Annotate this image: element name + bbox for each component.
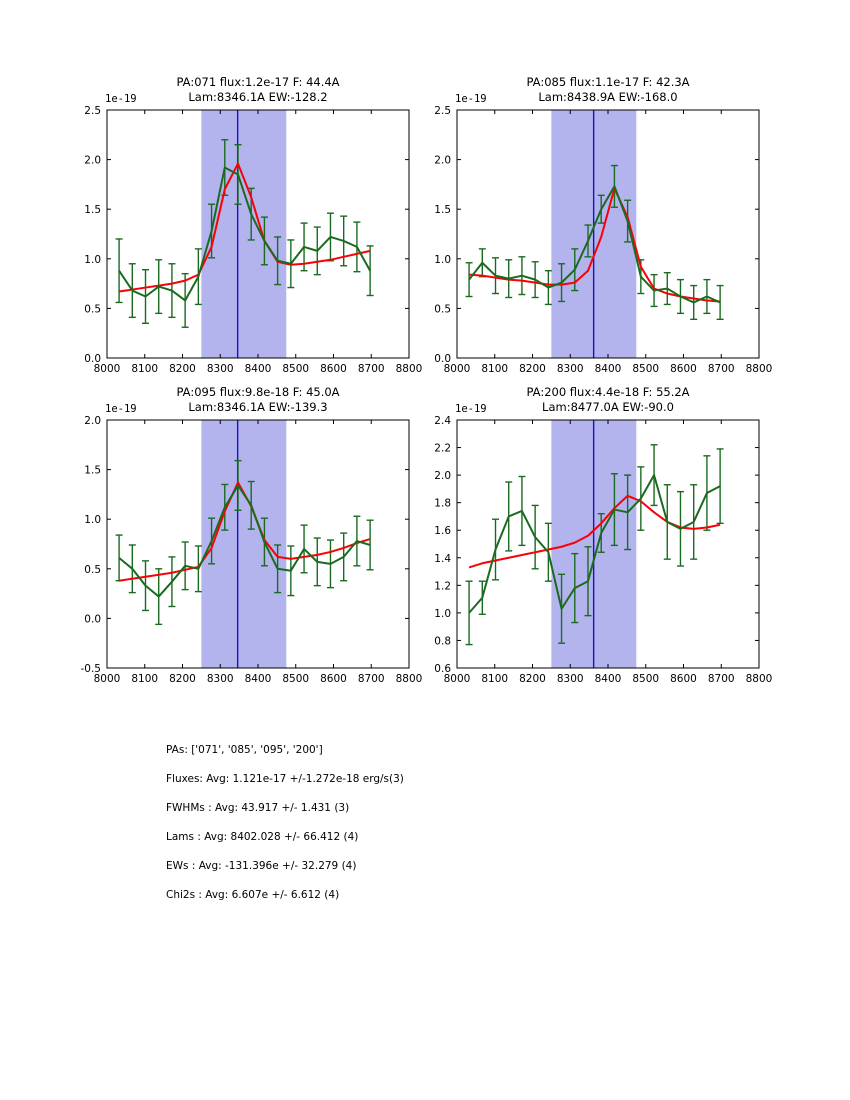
x-tick-label: 8000 (94, 673, 121, 685)
plot-content (115, 139, 374, 328)
plot-content (465, 164, 724, 321)
x-tick-label: 8500 (282, 673, 309, 685)
x-tick-label: 8600 (320, 363, 347, 375)
x-tick-label: 8000 (444, 363, 471, 375)
x-tick-label: 8300 (207, 363, 234, 375)
x-tick-label: 8100 (131, 363, 158, 375)
x-tick-label: 8800 (746, 363, 773, 375)
spectrum-curve (468, 474, 721, 614)
x-tick-label: 8500 (632, 673, 659, 685)
x-tick-label: 8800 (396, 673, 423, 685)
x-tick-label: 8800 (746, 673, 773, 685)
panel-title-line1: PA:085 flux:1.1e-17 F: 42.3A (526, 75, 689, 89)
x-tick-label: 8000 (94, 363, 121, 375)
panel-title-line2: Lam:8438.9A EW:-168.0 (538, 90, 677, 104)
y-axis-offset-label: 1e-19 (105, 403, 137, 415)
y-tick-label: -0.5 (81, 663, 102, 675)
x-tick-label: 8700 (358, 673, 385, 685)
panel-pa-095: 8000 8100 8200 8300 8400 8500 8600 8700 8800 -0.5… (81, 385, 423, 685)
x-tick-label: 8600 (670, 673, 697, 685)
y-axis-offset-label: 1e-19 (105, 93, 137, 105)
x-tick-label: 8600 (320, 673, 347, 685)
x-tick-label: 8100 (481, 363, 508, 375)
y-tick-label: 2.5 (434, 105, 451, 117)
x-tick-label: 8400 (245, 673, 272, 685)
x-tick-label: 8100 (131, 673, 158, 685)
spectrum-curve (468, 185, 721, 304)
y-tick-label: 2.0 (84, 155, 101, 167)
x-tick-label: 8300 (557, 673, 584, 685)
x-tick-label: 8700 (358, 363, 385, 375)
summary-line: Chi2s : Avg: 6.607e +/- 6.612 (4) (166, 889, 339, 901)
y-tick-label: 1.0 (434, 608, 451, 620)
summary-block: PAs: ['071', '085', '095', '200'] Fluxes:… (166, 744, 404, 901)
panel-pa-085: 8000 8100 8200 8300 8400 8500 8600 8700 8800 0.0 0… (434, 75, 772, 375)
y-tick-label: 0.5 (84, 303, 101, 315)
plot-content (465, 444, 724, 646)
y-tick-label: 1.5 (84, 204, 101, 216)
y-tick-label: 2.0 (84, 415, 101, 427)
x-tick-label: 8700 (708, 673, 735, 685)
x-tick-label: 8300 (557, 363, 584, 375)
y-tick-label: 2.4 (434, 415, 451, 427)
fit-curve (468, 494, 721, 569)
x-tick-label: 8600 (670, 363, 697, 375)
y-tick-label: 1.5 (434, 204, 451, 216)
x-tick-label: 8800 (396, 363, 423, 375)
summary-line: EWs : Avg: -131.396e +/- 32.279 (4) (166, 860, 356, 872)
y-tick-label: 0.0 (84, 353, 101, 365)
y-tick-label: 2.0 (434, 470, 451, 482)
y-tick-label: 1.4 (434, 553, 451, 565)
x-tick-label: 8200 (169, 673, 196, 685)
panel-title-line1: PA:095 flux:9.8e-18 F: 45.0A (176, 385, 339, 399)
fit-curve (118, 162, 371, 293)
y-tick-label: 1.6 (434, 525, 451, 537)
y-tick-label: 0.8 (434, 635, 451, 647)
x-tick-label: 8100 (481, 673, 508, 685)
panel-title-line2: Lam:8477.0A EW:-90.0 (542, 400, 674, 414)
wavelength-band (201, 420, 287, 668)
y-tick-label: 0.6 (434, 663, 451, 675)
plot-content (115, 459, 374, 626)
panel-pa-071: 8000 8100 8200 8300 8400 8500 8600 8700 8800 0.0 0… (84, 75, 422, 375)
y-tick-label: 1.2 (434, 580, 451, 592)
y-axis-offset-label: 1e-19 (455, 93, 487, 105)
x-tick-label: 8200 (519, 673, 546, 685)
y-tick-label: 2.5 (84, 105, 101, 117)
x-tick-label: 8300 (207, 673, 234, 685)
x-tick-label: 8400 (595, 363, 622, 375)
summary-line: FWHMs : Avg: 43.917 +/- 1.431 (3) (166, 802, 349, 814)
x-tick-label: 8500 (282, 363, 309, 375)
x-tick-label: 8400 (245, 363, 272, 375)
spectrum-curve (118, 166, 371, 302)
y-tick-label: 1.0 (434, 254, 451, 266)
x-tick-label: 8700 (708, 363, 735, 375)
y-tick-label: 1.0 (84, 254, 101, 266)
x-tick-label: 8200 (169, 363, 196, 375)
spectrum-curve (118, 484, 371, 598)
y-tick-label: 1.5 (84, 465, 101, 477)
y-tick-label: 0.5 (84, 564, 101, 576)
y-tick-label: 0.0 (434, 353, 451, 365)
summary-line: PAs: ['071', '085', '095', '200'] (166, 744, 323, 756)
y-tick-label: 2.0 (434, 155, 451, 167)
panel-pa-200: 8000 8100 8200 8300 8400 8500 8600 8700 8800 0.6 0… (434, 385, 772, 685)
y-tick-label: 0.0 (84, 613, 101, 625)
panel-title-line1: PA:200 flux:4.4e-18 F: 55.2A (526, 385, 689, 399)
panel-title-line2: Lam:8346.1A EW:-139.3 (188, 400, 327, 414)
y-tick-label: 1.8 (434, 498, 451, 510)
y-tick-label: 0.5 (434, 303, 451, 315)
x-tick-label: 8000 (444, 673, 471, 685)
y-axis-offset-label: 1e-19 (455, 403, 487, 415)
y-tick-label: 2.2 (434, 443, 451, 455)
summary-line: Lams : Avg: 8402.028 +/- 66.412 (4) (166, 831, 358, 843)
x-tick-label: 8400 (595, 673, 622, 685)
x-tick-label: 8200 (519, 363, 546, 375)
x-tick-label: 8500 (632, 363, 659, 375)
panel-title-line1: PA:071 flux:1.2e-17 F: 44.4A (176, 75, 339, 89)
y-tick-label: 1.0 (84, 514, 101, 526)
summary-line: Fluxes: Avg: 1.121e-17 +/-1.272e-18 erg/… (166, 773, 404, 785)
panel-title-line2: Lam:8346.1A EW:-128.2 (188, 90, 327, 104)
